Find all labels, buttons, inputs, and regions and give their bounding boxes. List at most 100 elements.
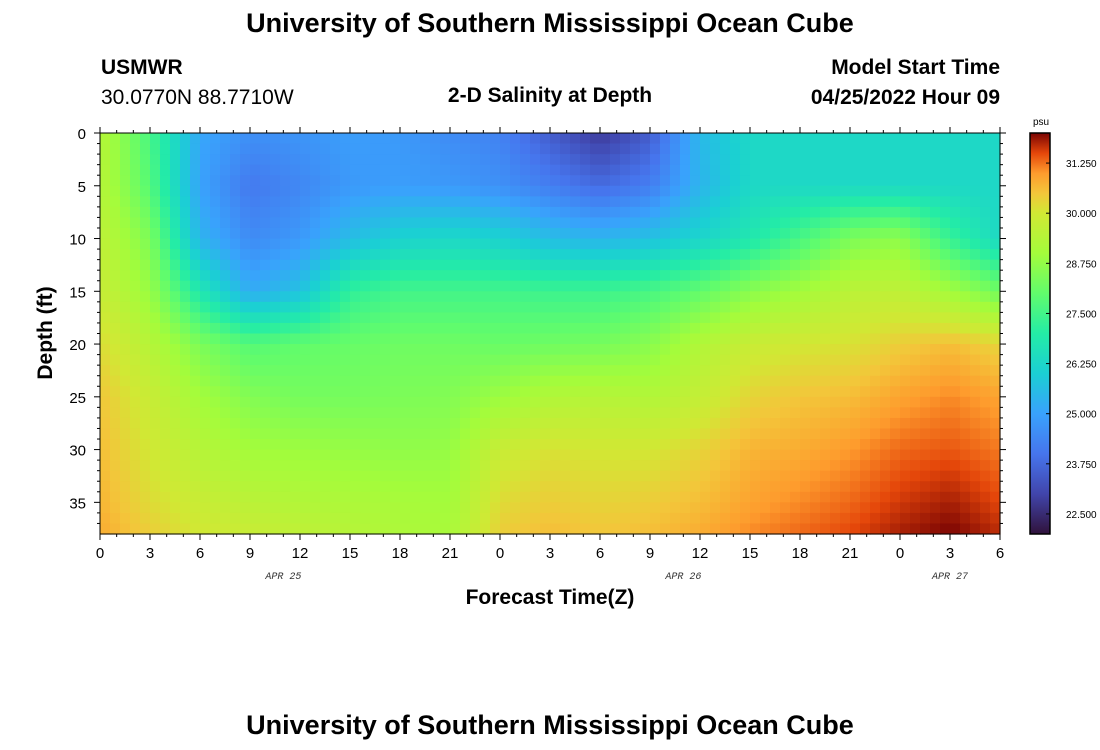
heatmap-cell xyxy=(170,344,181,356)
heatmap-cell xyxy=(910,175,921,187)
heatmap-cell xyxy=(740,365,751,377)
heatmap-cell xyxy=(990,133,1001,145)
heatmap-cell xyxy=(440,312,451,324)
heatmap-cell xyxy=(750,417,761,430)
heatmap-cell xyxy=(520,206,531,219)
heatmap-cell xyxy=(590,301,601,313)
heatmap-cell xyxy=(300,523,311,535)
heatmap-cell xyxy=(820,227,831,240)
heatmap-cell xyxy=(120,154,131,166)
heatmap-cell xyxy=(850,133,861,145)
heatmap-cell xyxy=(820,344,831,356)
heatmap-cell xyxy=(950,133,961,145)
heatmap-cell xyxy=(970,175,981,187)
heatmap-cell xyxy=(400,417,411,430)
heatmap-cell xyxy=(470,481,481,493)
heatmap-cell xyxy=(420,470,431,482)
heatmap-cell xyxy=(910,333,921,345)
heatmap-cell xyxy=(260,143,271,155)
heatmap-cell xyxy=(120,523,131,535)
heatmap-cell xyxy=(890,481,901,493)
heatmap-cell xyxy=(690,523,701,535)
heatmap-cell xyxy=(460,291,471,303)
heatmap-cell xyxy=(370,291,381,303)
heatmap-cell xyxy=(910,523,921,535)
heatmap-cell xyxy=(450,460,461,472)
heatmap-cell xyxy=(680,481,691,493)
heatmap-cell xyxy=(650,217,661,229)
heatmap-cell xyxy=(260,502,271,514)
heatmap-cell xyxy=(340,375,351,387)
heatmap-cell xyxy=(560,238,571,250)
heatmap-cell xyxy=(490,439,501,451)
heatmap-cell xyxy=(820,365,831,377)
heatmap-cell xyxy=(930,185,941,197)
heatmap-cell xyxy=(490,164,501,176)
heatmap-cell xyxy=(950,354,961,366)
heatmap-cell xyxy=(730,428,741,440)
heatmap-cell xyxy=(670,196,681,208)
heatmap-cell xyxy=(620,143,631,155)
heatmap-cell xyxy=(880,143,891,155)
heatmap-cell xyxy=(220,217,231,229)
heatmap-cell xyxy=(610,491,621,503)
heatmap-cell xyxy=(880,217,891,229)
heatmap-cell xyxy=(430,154,441,166)
heatmap-cell xyxy=(390,227,401,240)
heatmap-cell xyxy=(290,301,301,313)
heatmap-cell xyxy=(890,523,901,535)
heatmap-cell xyxy=(510,206,521,219)
heatmap-cell xyxy=(550,280,561,292)
heatmap-cell xyxy=(300,428,311,440)
heatmap-cell xyxy=(770,227,781,240)
heatmap-cell xyxy=(170,502,181,514)
heatmap-cell xyxy=(910,154,921,166)
heatmap-cell xyxy=(870,344,881,356)
heatmap-cell xyxy=(680,333,691,345)
heatmap-cell xyxy=(520,460,531,472)
heatmap-cell xyxy=(790,386,801,398)
heatmap-cell xyxy=(210,439,221,451)
heatmap-cell xyxy=(180,143,191,155)
heatmap-cell xyxy=(410,270,421,282)
heatmap-cell xyxy=(650,322,661,335)
heatmap-cell xyxy=(250,333,261,345)
heatmap-cell xyxy=(160,333,171,345)
station-coordinates: 30.0770N 88.7710W xyxy=(101,86,294,109)
heatmap-cell xyxy=(160,301,171,313)
heatmap-cell xyxy=(540,502,551,514)
heatmap-cell xyxy=(820,301,831,313)
heatmap-cell xyxy=(240,206,251,219)
heatmap-cell xyxy=(410,439,421,451)
heatmap-cell xyxy=(180,502,191,514)
heatmap-cell xyxy=(130,386,141,398)
heatmap-cell xyxy=(510,407,521,419)
heatmap-cell xyxy=(620,301,631,313)
heatmap-cell xyxy=(760,396,771,408)
heatmap-cell xyxy=(500,491,511,503)
heatmap-cell xyxy=(500,439,511,451)
heatmap-cell xyxy=(620,206,631,219)
heatmap-cell xyxy=(730,322,741,335)
heatmap-cell xyxy=(480,217,491,229)
heatmap-cell xyxy=(470,512,481,525)
heatmap-cell xyxy=(880,502,891,514)
heatmap-cell xyxy=(880,206,891,219)
heatmap-cell xyxy=(400,270,411,282)
heatmap-cell xyxy=(830,164,841,176)
heatmap-cell xyxy=(500,460,511,472)
heatmap-cell xyxy=(900,333,911,345)
heatmap-cell xyxy=(890,491,901,503)
x-tick-label: 9 xyxy=(246,545,254,562)
heatmap-cell xyxy=(620,196,631,208)
heatmap-cell xyxy=(540,270,551,282)
heatmap-cell xyxy=(710,333,721,345)
heatmap-cell xyxy=(700,217,711,229)
heatmap-cell xyxy=(910,344,921,356)
heatmap-cell xyxy=(380,312,391,324)
heatmap-cell xyxy=(350,386,361,398)
heatmap-cell xyxy=(550,428,561,440)
heatmap-cell xyxy=(290,312,301,324)
heatmap-cell xyxy=(310,449,321,461)
heatmap-cell xyxy=(360,481,371,493)
